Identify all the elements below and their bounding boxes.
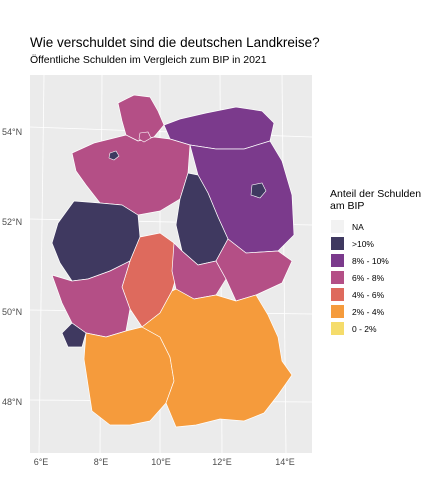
x-tick-12e: 12°E bbox=[212, 457, 232, 467]
legend-item: >10% bbox=[330, 235, 430, 252]
legend: Anteil der Schulden am BIP NA >10% 8% - 10… bbox=[330, 188, 430, 337]
graticule-6e bbox=[38, 75, 45, 453]
x-tick-6e: 6°E bbox=[33, 457, 49, 467]
legend-label: 0 - 2% bbox=[352, 323, 377, 334]
state-bayern bbox=[141, 288, 293, 428]
legend-swatch bbox=[330, 270, 345, 285]
legend-title: Anteil der Schulden am BIP bbox=[330, 188, 430, 212]
berlin-shape bbox=[250, 182, 267, 199]
legend-items: NA >10% 8% - 10% 6% - 8% 4% - 6% 2% - 4% 0 - 2… bbox=[330, 218, 430, 337]
legend-title-line-1: Anteil der Schulden bbox=[330, 188, 422, 200]
legend-swatch bbox=[330, 219, 345, 234]
legend-label: >10% bbox=[352, 238, 374, 249]
x-tick-10e: 10°E bbox=[151, 457, 171, 467]
legend-swatch bbox=[330, 321, 345, 336]
legend-label: 6% - 8% bbox=[352, 272, 385, 283]
bremen-shape bbox=[108, 150, 120, 161]
legend-item: 0 - 2% bbox=[330, 320, 430, 337]
legend-item: 6% - 8% bbox=[330, 269, 430, 286]
state-sachsen bbox=[215, 238, 293, 302]
legend-item: 2% - 4% bbox=[330, 303, 430, 320]
map-panel bbox=[30, 75, 312, 453]
germany-choropleth-map bbox=[30, 75, 312, 453]
legend-label: NA bbox=[352, 221, 364, 232]
y-tick-54n: 54°N bbox=[2, 127, 23, 137]
legend-label: 4% - 6% bbox=[352, 289, 385, 300]
legend-swatch bbox=[330, 253, 345, 268]
y-tick-50n: 50°N bbox=[2, 307, 23, 317]
legend-item: 4% - 6% bbox=[330, 286, 430, 303]
legend-label: 2% - 4% bbox=[352, 306, 385, 317]
state-thueringen bbox=[171, 242, 227, 300]
map-subtitle: Öffentliche Schulden im Vergleich zum BI… bbox=[30, 54, 267, 66]
state-saarland bbox=[61, 322, 87, 348]
legend-item: 8% - 10% bbox=[330, 252, 430, 269]
legend-swatch bbox=[330, 287, 345, 302]
state-schleswig-holstein bbox=[117, 94, 165, 142]
x-tick-8e: 8°E bbox=[93, 457, 109, 467]
hamburg-shape bbox=[138, 131, 152, 143]
x-tick-14e: 14°E bbox=[275, 457, 295, 467]
legend-title-line-2: am BIP bbox=[330, 200, 365, 212]
y-tick-48n: 48°N bbox=[2, 397, 23, 407]
y-tick-52n: 52°N bbox=[2, 217, 23, 227]
legend-item: NA bbox=[330, 218, 430, 235]
state-baden-wuerttemberg bbox=[83, 326, 175, 426]
legend-swatch bbox=[330, 236, 345, 251]
legend-swatch bbox=[330, 304, 345, 319]
map-title: Wie verschuldet sind die deutschen Landk… bbox=[30, 35, 320, 50]
legend-label: 8% - 10% bbox=[352, 255, 389, 266]
